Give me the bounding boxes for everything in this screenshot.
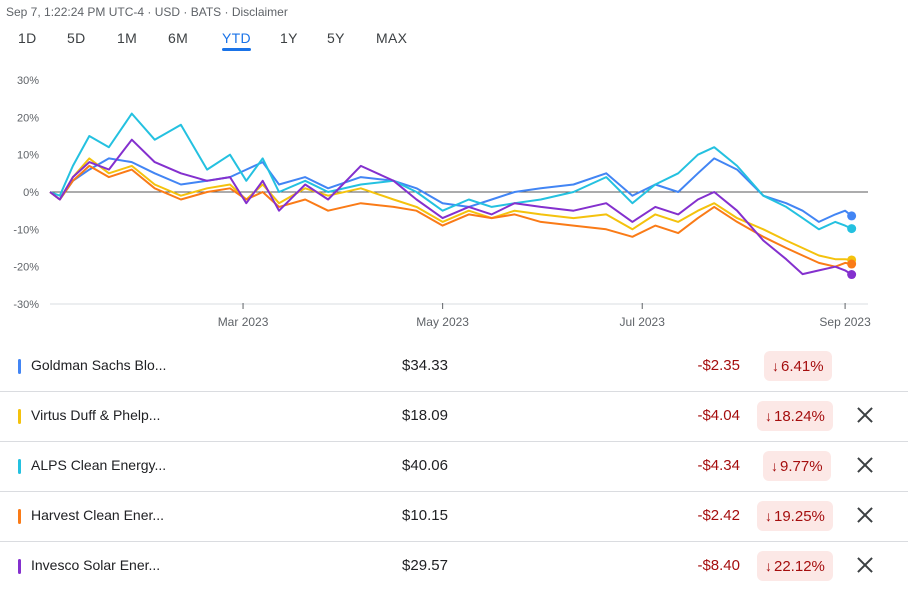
y-tick-label: 0% bbox=[23, 187, 39, 199]
fund-name: Invesco Solar Ener... bbox=[31, 557, 161, 573]
arrow-down-icon: ↓ bbox=[772, 358, 779, 374]
fund-name: Harvest Clean Ener... bbox=[31, 507, 165, 523]
x-tick-label: Sep 2023 bbox=[819, 315, 871, 329]
tab-1m[interactable]: 1M bbox=[117, 30, 138, 46]
tab-6m[interactable]: 6M bbox=[168, 30, 189, 46]
table-row[interactable]: Virtus Duff & Phelp... $18.09 -$4.04 ↓ 18… bbox=[0, 392, 908, 442]
x-tick-label: May 2023 bbox=[416, 315, 469, 329]
series-end-point-3 bbox=[847, 224, 857, 234]
series-line-2 bbox=[49, 157, 852, 261]
fund-change: -$8.40 bbox=[697, 557, 740, 574]
percent-change-value: 18.24% bbox=[774, 408, 825, 425]
series-color-swatch bbox=[18, 359, 21, 374]
fund-price: $34.33 bbox=[402, 357, 448, 374]
y-tick-label: -10% bbox=[13, 224, 39, 236]
percent-change-badge: ↓ 9.77% bbox=[763, 451, 831, 481]
fund-change: -$4.04 bbox=[697, 407, 740, 424]
fund-price: $18.09 bbox=[402, 407, 448, 424]
percent-change-value: 19.25% bbox=[774, 508, 825, 525]
percent-change-badge: ↓ 19.25% bbox=[757, 501, 833, 531]
comparison-table: Goldman Sachs Blo... $34.33 -$2.35 ↓ 6.41… bbox=[0, 342, 908, 591]
time-range-tabs: 1D 5D 1M 6M YTD 1Y 5Y MAX bbox=[0, 30, 460, 54]
table-row[interactable]: Goldman Sachs Blo... $34.33 -$2.35 ↓ 6.41… bbox=[0, 342, 908, 392]
series-end-point-4 bbox=[847, 259, 857, 269]
tab-ytd[interactable]: YTD bbox=[222, 30, 251, 51]
tab-1d[interactable]: 1D bbox=[18, 30, 37, 46]
percent-change-badge: ↓ 18.24% bbox=[757, 401, 833, 431]
percent-change-value: 9.77% bbox=[780, 458, 823, 475]
series-line-5 bbox=[49, 138, 853, 276]
fund-change: -$2.35 bbox=[697, 357, 740, 374]
fund-name: Goldman Sachs Blo... bbox=[31, 357, 167, 373]
fund-price: $10.15 bbox=[402, 507, 448, 524]
table-row[interactable]: Harvest Clean Ener... $10.15 -$2.42 ↓ 19.… bbox=[0, 492, 908, 542]
fund-price: $29.57 bbox=[402, 557, 448, 574]
series-end-point-1 bbox=[847, 211, 857, 221]
y-tick-label: -20% bbox=[13, 262, 39, 274]
fund-change: -$4.34 bbox=[697, 457, 740, 474]
percent-change-value: 6.41% bbox=[781, 358, 824, 375]
series-color-swatch bbox=[18, 459, 21, 474]
tab-max[interactable]: MAX bbox=[376, 30, 408, 46]
y-tick-label: 20% bbox=[17, 112, 39, 124]
series-color-swatch bbox=[18, 559, 21, 574]
series-end-point-5 bbox=[847, 270, 857, 280]
series-line-3 bbox=[49, 112, 853, 231]
remove-comparison-close-icon[interactable] bbox=[853, 553, 877, 577]
remove-comparison-close-icon[interactable] bbox=[853, 453, 877, 477]
ytd-line-chart[interactable]: 30% 20% 10% 0% -10% -20% -30% Mar 2023 May 2023 J… bbox=[0, 62, 908, 334]
percent-change-badge: ↓ 22.12% bbox=[757, 551, 833, 581]
arrow-down-icon: ↓ bbox=[765, 408, 772, 424]
arrow-down-icon: ↓ bbox=[765, 508, 772, 524]
tab-1y[interactable]: 1Y bbox=[280, 30, 298, 46]
table-row[interactable]: ALPS Clean Energy... $40.06 -$4.34 ↓ 9.77… bbox=[0, 442, 908, 492]
tab-5y[interactable]: 5Y bbox=[327, 30, 345, 46]
fund-name: ALPS Clean Energy... bbox=[31, 457, 167, 473]
remove-comparison-close-icon[interactable] bbox=[853, 503, 877, 527]
arrow-down-icon: ↓ bbox=[765, 558, 772, 574]
y-tick-label: -30% bbox=[13, 299, 39, 311]
percent-change-value: 22.12% bbox=[774, 558, 825, 575]
table-row[interactable]: Invesco Solar Ener... $29.57 -$8.40 ↓ 22.… bbox=[0, 542, 908, 591]
y-tick-label: 10% bbox=[17, 150, 39, 162]
x-tick-label: Jul 2023 bbox=[620, 315, 666, 329]
disclaimer-header: Sep 7, 1:22:24 PM UTC-4 · USD · BATS · D… bbox=[6, 5, 288, 19]
series-color-swatch bbox=[18, 409, 21, 424]
fund-price: $40.06 bbox=[402, 457, 448, 474]
fund-change: -$2.42 bbox=[697, 507, 740, 524]
series-color-swatch bbox=[18, 509, 21, 524]
percent-change-badge: ↓ 6.41% bbox=[764, 351, 832, 381]
arrow-down-icon: ↓ bbox=[771, 458, 778, 474]
y-tick-label: 30% bbox=[17, 75, 39, 87]
x-tick-label: Mar 2023 bbox=[218, 315, 269, 329]
remove-comparison-close-icon[interactable] bbox=[853, 403, 877, 427]
fund-name: Virtus Duff & Phelp... bbox=[31, 407, 161, 423]
tab-5d[interactable]: 5D bbox=[67, 30, 86, 46]
